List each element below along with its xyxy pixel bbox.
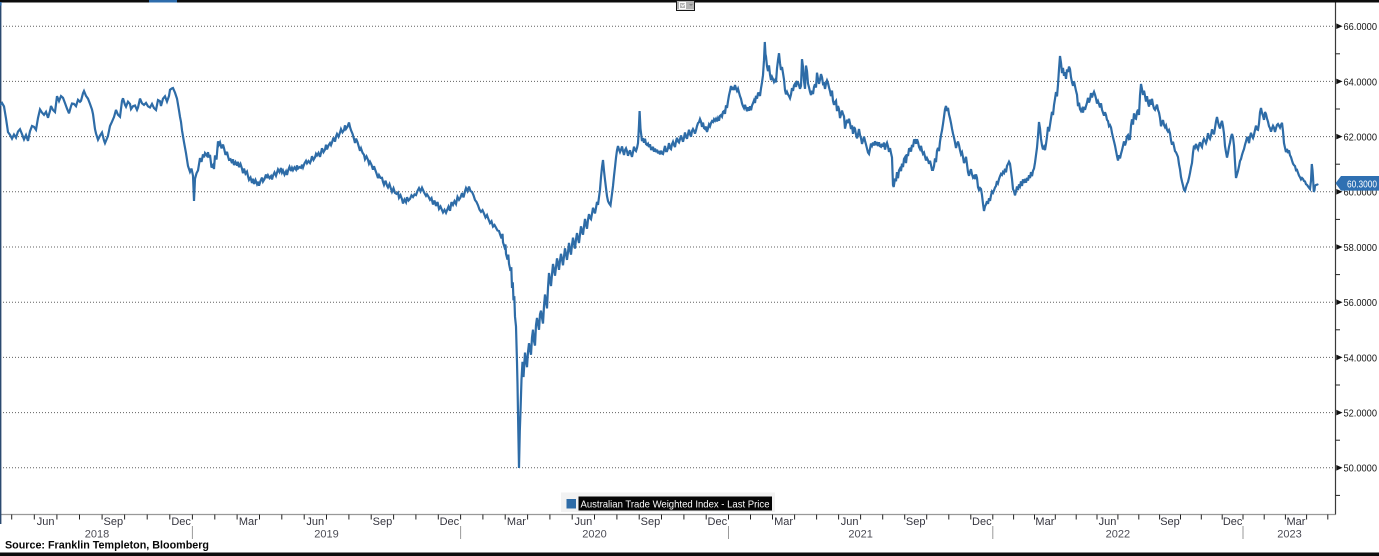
svg-text:54.0000: 54.0000	[1344, 352, 1378, 364]
svg-text:60.3000: 60.3000	[1347, 178, 1377, 190]
svg-text:Dec: Dec	[972, 516, 992, 528]
svg-text:64.0000: 64.0000	[1344, 76, 1378, 88]
svg-text:2020: 2020	[582, 529, 606, 541]
svg-text:62.0000: 62.0000	[1344, 132, 1378, 144]
svg-text:Jun: Jun	[306, 516, 324, 528]
svg-text:2021: 2021	[848, 529, 872, 541]
svg-text:Mar: Mar	[507, 516, 526, 528]
svg-text:Australian Trade Weighted Inde: Australian Trade Weighted Index - Last P…	[581, 499, 770, 511]
svg-text:Mar: Mar	[239, 516, 258, 528]
svg-text:66.0000: 66.0000	[1344, 21, 1378, 33]
svg-text:Jun: Jun	[1099, 516, 1117, 528]
svg-text:52.0000: 52.0000	[1344, 408, 1378, 420]
svg-text:58.0000: 58.0000	[1344, 242, 1378, 254]
svg-text:Sep: Sep	[373, 516, 393, 528]
svg-text:Dec: Dec	[171, 516, 191, 528]
svg-text:Sep: Sep	[104, 516, 124, 528]
svg-text:Mar: Mar	[1287, 516, 1306, 528]
svg-text:Dec: Dec	[440, 516, 460, 528]
svg-text:Sep: Sep	[1160, 516, 1180, 528]
svg-text:56.0000: 56.0000	[1344, 297, 1378, 309]
svg-text:Jun: Jun	[37, 516, 55, 528]
svg-text:Source: Franklin Templeton, Bl: Source: Franklin Templeton, Bloomberg	[5, 540, 209, 552]
svg-text:Mar: Mar	[1035, 516, 1054, 528]
svg-text:Dec: Dec	[1223, 516, 1243, 528]
svg-text:2018: 2018	[85, 529, 109, 541]
svg-text:2022: 2022	[1106, 529, 1130, 541]
svg-text:2023: 2023	[1277, 529, 1301, 541]
svg-text:50.0000: 50.0000	[1344, 463, 1378, 475]
svg-text:Jun: Jun	[575, 516, 593, 528]
svg-text:2019: 2019	[314, 529, 338, 541]
svg-text:Sep: Sep	[641, 516, 661, 528]
svg-text:Sep: Sep	[906, 516, 926, 528]
svg-text:Dec: Dec	[708, 516, 728, 528]
svg-text:Mar: Mar	[774, 516, 793, 528]
svg-text:Jun: Jun	[841, 516, 859, 528]
